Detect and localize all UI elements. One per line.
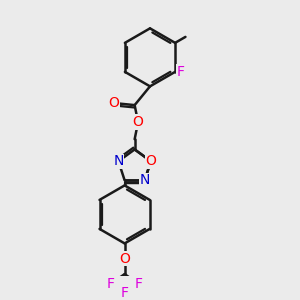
- Text: F: F: [134, 277, 142, 291]
- Text: O: O: [119, 252, 130, 266]
- Text: F: F: [176, 65, 184, 79]
- Text: N: N: [113, 154, 124, 168]
- Text: F: F: [121, 286, 129, 300]
- Text: O: O: [133, 115, 143, 129]
- Text: N: N: [140, 173, 150, 187]
- Text: O: O: [109, 96, 120, 110]
- Text: F: F: [107, 277, 115, 291]
- Text: O: O: [146, 154, 156, 168]
